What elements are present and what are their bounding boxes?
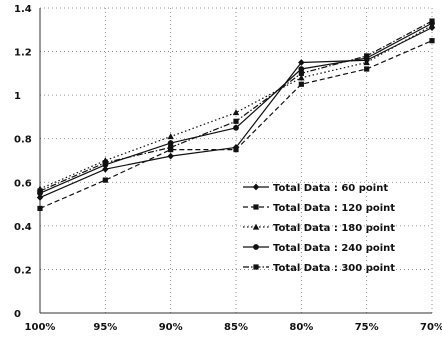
- data-point: [168, 144, 174, 151]
- legend-marker: [253, 244, 259, 250]
- data-point: [364, 53, 370, 59]
- legend-label: Total Data : 240 point: [273, 243, 395, 254]
- data-point: [298, 70, 304, 76]
- data-point: [167, 152, 174, 160]
- data-point: [102, 160, 108, 166]
- legend-label: Total Data : 180 point: [273, 223, 395, 234]
- y-tick-label: 0.4: [14, 222, 32, 233]
- data-point: [429, 38, 435, 44]
- data-point: [232, 109, 240, 116]
- data-point: [167, 133, 174, 140]
- x-tick-label: 85%: [224, 322, 248, 333]
- data-point: [233, 124, 239, 131]
- data-point: [102, 165, 109, 173]
- data-point: [37, 188, 43, 194]
- data-point: [36, 194, 44, 201]
- x-tick-label: 70%: [420, 322, 442, 333]
- data-point: [363, 59, 370, 66]
- data-point: [298, 66, 305, 72]
- legend-label: Total Data : 60 point: [273, 183, 388, 194]
- y-tick-label: 1.4: [14, 4, 32, 15]
- y-tick-label: 0: [14, 309, 21, 320]
- legend-label: Total Data : 120 point: [273, 203, 395, 214]
- data-point: [102, 177, 108, 183]
- data-point: [298, 81, 304, 87]
- x-tick-label: 75%: [355, 322, 379, 333]
- x-tick-label: 95%: [93, 322, 117, 333]
- y-tick-label: 0.6: [14, 178, 32, 189]
- y-tick-label: 1: [14, 91, 21, 102]
- x-tick-label: 80%: [289, 322, 313, 333]
- data-point: [429, 18, 435, 24]
- y-tick-label: 1.2: [14, 48, 32, 59]
- data-point: [233, 147, 239, 153]
- legend-marker: [252, 183, 260, 191]
- legend-label: Total Data : 300 point: [273, 263, 395, 274]
- legend-marker: [253, 204, 259, 210]
- data-point: [37, 205, 43, 212]
- series-line-5: [39, 20, 433, 192]
- data-point: [364, 66, 370, 72]
- legend-marker: [253, 264, 259, 270]
- data-point: [233, 118, 239, 124]
- x-tick-label: 100%: [25, 322, 56, 333]
- data-point: [298, 74, 305, 81]
- legend-marker: [252, 223, 260, 230]
- data-point: [167, 140, 174, 146]
- x-tick-label: 90%: [159, 322, 183, 333]
- y-tick-label: 0.8: [14, 135, 32, 146]
- y-tick-label: 0.2: [14, 265, 32, 276]
- data-point: [298, 59, 305, 66]
